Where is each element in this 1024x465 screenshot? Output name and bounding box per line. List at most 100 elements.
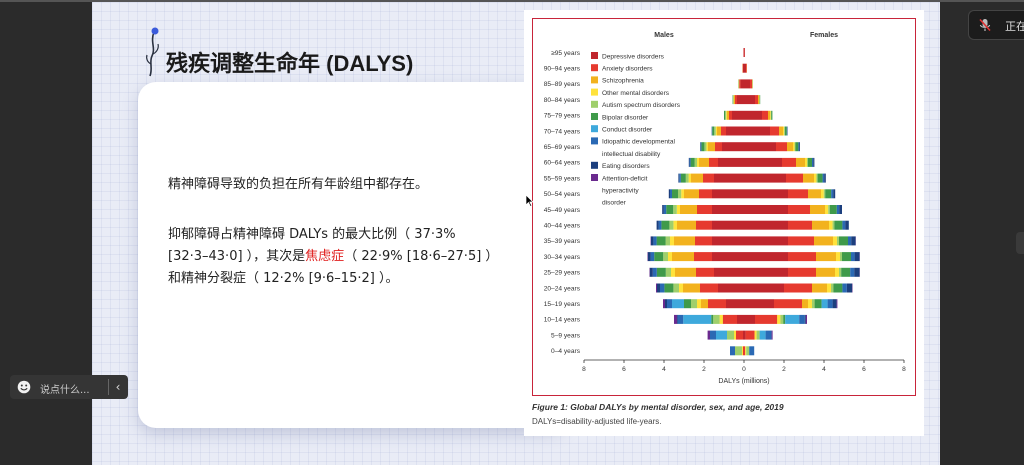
bar-female	[782, 157, 796, 167]
bar-male	[688, 157, 690, 167]
legend-label: Conduct disorder	[602, 127, 653, 134]
bar-female	[783, 126, 785, 136]
bar-male	[678, 173, 680, 183]
top-border	[0, 0, 1024, 2]
bar-male	[712, 189, 744, 199]
bar-male	[683, 314, 712, 324]
chart-header-males: Males	[654, 32, 674, 39]
bar-female	[821, 299, 828, 309]
bar-male	[663, 299, 665, 309]
bar-female	[804, 314, 806, 324]
bar-male	[719, 314, 723, 324]
bar-male	[677, 314, 684, 324]
bar-male	[734, 330, 736, 340]
bar-female	[817, 173, 823, 183]
bar-female	[759, 330, 766, 340]
legend-label: Autism spectrum disorders	[602, 102, 681, 109]
age-label: 35–39 years	[544, 238, 581, 245]
legend-label: Schizophrenia	[602, 78, 644, 85]
bar-male	[732, 95, 734, 105]
age-label: 30–34 years	[544, 254, 581, 261]
bar-female	[831, 189, 834, 199]
bar-male	[706, 142, 708, 152]
bar-male	[701, 299, 708, 309]
bar-male	[681, 189, 684, 199]
bar-female	[765, 330, 772, 340]
bar-male	[670, 236, 674, 246]
bar-male	[668, 252, 672, 262]
bar-male	[652, 267, 657, 277]
bar-female	[794, 142, 796, 152]
bar-female	[799, 142, 800, 152]
bar-male	[696, 267, 714, 277]
bar-male	[649, 267, 653, 277]
bar-male	[711, 314, 714, 324]
bar-male	[663, 205, 667, 214]
bar-male	[676, 205, 680, 214]
age-label: 10–14 years	[544, 317, 581, 324]
collapse-button[interactable]: ‹	[115, 380, 121, 394]
age-label: 60–64 years	[544, 160, 581, 167]
legend-swatch	[591, 137, 598, 145]
bar-male	[677, 314, 678, 324]
bar-male	[734, 95, 735, 105]
side-panel-toggle[interactable]	[1016, 232, 1024, 254]
x-tick-label: 6	[622, 366, 626, 373]
content-card: 精神障碍导致的负担在所有年龄组中都存在。 抑郁障碍占精神障碍 DALYs 的最大…	[138, 82, 568, 428]
figure-note: DALYs=disability-adjusted life-years.	[532, 417, 662, 426]
mic-muted-icon[interactable]	[978, 18, 992, 32]
bar-female	[771, 110, 773, 120]
bar-female	[842, 283, 847, 293]
bar-female	[825, 189, 832, 199]
comment-bar[interactable]: 说点什么... ‹	[10, 375, 128, 399]
bar-male	[661, 220, 670, 230]
legend-swatch	[591, 52, 598, 59]
bar-male	[673, 283, 679, 293]
bar-male	[732, 110, 744, 120]
age-label: 90–94 years	[544, 66, 581, 73]
bar-male	[743, 330, 744, 340]
bar-male	[714, 173, 744, 183]
bar-male	[708, 299, 726, 309]
bar-female	[745, 330, 755, 340]
bar-female	[746, 63, 747, 73]
bar-male	[712, 236, 744, 246]
age-label: 5–9 years	[551, 332, 581, 339]
bar-female	[839, 236, 848, 246]
bar-male	[707, 330, 710, 340]
bar-male	[715, 142, 722, 152]
legend-swatch	[591, 88, 598, 96]
proportion-line-3: 和精神分裂症（ 12·2% [9·6–15·2] ）。	[168, 271, 399, 286]
bar-female	[771, 330, 773, 340]
bar-female	[788, 236, 814, 246]
bar-male	[716, 330, 727, 340]
bar-female	[848, 236, 852, 246]
bar-female	[774, 299, 802, 309]
bar-female	[837, 236, 839, 246]
bar-female	[788, 205, 810, 214]
bar-male	[699, 157, 709, 167]
bar-female	[850, 267, 855, 277]
bar-female	[836, 205, 840, 214]
bar-female	[784, 283, 812, 293]
x-tick-label: 8	[902, 366, 906, 373]
bar-female	[854, 252, 860, 262]
age-label: 45–49 years	[544, 207, 581, 214]
bar-female	[816, 173, 818, 183]
bar-female	[802, 299, 808, 309]
bar-female	[805, 314, 807, 324]
bar-male	[656, 236, 666, 246]
bar-male	[743, 346, 744, 356]
proportion-line-2-end: （ 22·9% [18·6–27·5] ）	[344, 249, 499, 264]
right-toolbar[interactable]: 正在	[968, 10, 1024, 40]
bar-female	[839, 205, 842, 214]
bar-female	[825, 205, 829, 214]
bar-male	[715, 126, 717, 136]
chart-header-females: Females	[810, 32, 838, 39]
bar-female	[788, 267, 816, 277]
bar-male	[688, 173, 691, 183]
smiley-icon[interactable]	[17, 380, 31, 394]
bar-male	[726, 126, 744, 136]
comment-input[interactable]: 说点什么...	[40, 385, 90, 396]
